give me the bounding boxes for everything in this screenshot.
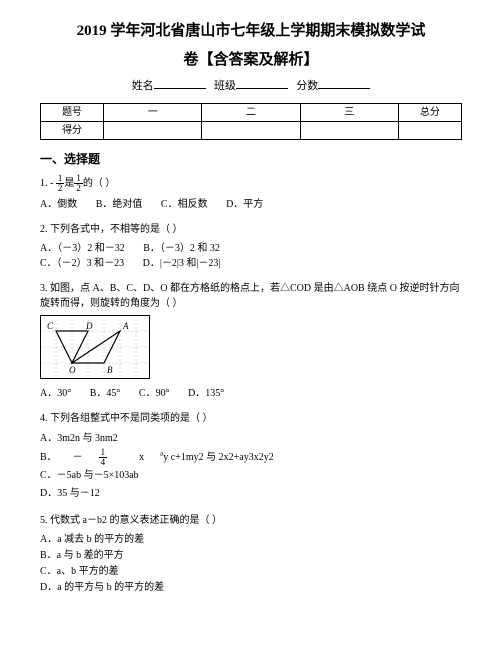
svg-text:D: D xyxy=(85,321,93,331)
table-row: 得分 xyxy=(41,121,462,139)
q2-opt-b: B．（－3）2 和 32 xyxy=(143,243,220,254)
q3-opt-a: A．30° xyxy=(40,388,71,399)
q1-stem: 1. - 12是12的（ ） xyxy=(40,174,462,193)
th-3: 三 xyxy=(300,103,398,121)
q1-opt-b: B．绝对值 xyxy=(96,199,143,210)
q4b-post: y c+1my2 与 2x2+ay3x2y2 xyxy=(163,452,273,463)
q1-text-c: 的（ ） xyxy=(83,177,116,188)
td-3[interactable] xyxy=(300,121,398,139)
title-line-1: 2019 学年河北省唐山市七年级上学期期末模拟数学试 xyxy=(40,20,462,43)
q5-opts: A．a 减去 b 的平方的差 B．a 与 b 差的平方 C．a、b 平方的差 D… xyxy=(40,532,462,596)
name-label: 姓名 xyxy=(132,80,154,92)
info-line: 姓名 班级 分数 xyxy=(40,77,462,95)
th-total: 总分 xyxy=(398,103,461,121)
q2-opt-c: C．（－2）3 和－23 xyxy=(40,258,124,269)
svg-text:B: B xyxy=(107,365,113,375)
q4-opt-a: A．3m2n 与 3nm2 xyxy=(40,433,118,444)
q3-opt-d: D．135° xyxy=(188,388,224,399)
q2-opt-d: D．|－2|3 和|－23| xyxy=(143,258,221,269)
q1-text-b: 是 xyxy=(64,177,74,188)
td-1[interactable] xyxy=(104,121,202,139)
score-blank[interactable] xyxy=(318,77,370,89)
th-2: 二 xyxy=(202,103,300,121)
name-blank[interactable] xyxy=(154,77,206,89)
th-num: 题号 xyxy=(41,103,104,121)
class-label: 班级 xyxy=(214,80,236,92)
table-row: 题号 一 二 三 总分 xyxy=(41,103,462,121)
q2-opts: A．（－3）2 和－32 B．（－3）2 和 32 C．（－2）3 和－23 D… xyxy=(40,241,462,271)
score-table: 题号 一 二 三 总分 得分 xyxy=(40,103,462,140)
q3-opts: A．30° B．45° C．90° D．135° xyxy=(40,386,462,401)
q1-text-a: 1. - xyxy=(40,177,56,188)
frac-icon: 14 xyxy=(99,448,124,467)
q5-opt-c: C．a、b 平方的差 xyxy=(40,566,119,577)
q2-opt-a: A．（－3）2 和－32 xyxy=(40,243,125,254)
q4-opts: A．3m2n 与 3nm2 B．－14xay c+1my2 与 2x2+ay3x… xyxy=(40,430,462,504)
q3-opt-b: B．45° xyxy=(90,388,121,399)
svg-text:O: O xyxy=(69,365,76,375)
q5-opt-b: B．a 与 b 差的平方 xyxy=(40,550,124,561)
q4-opt-b: B．－14xay c+1my2 与 2x2+ay3x2y2 xyxy=(40,452,290,463)
q4-opt-c: C．－5ab 与－5×103ab xyxy=(40,470,139,481)
q2-stem: 2. 下列各式中，不相等的是（ ） xyxy=(40,222,462,237)
q4b-neg: － xyxy=(73,452,83,463)
q1-opt-d: D．平方 xyxy=(226,199,263,210)
td-total[interactable] xyxy=(398,121,461,139)
q4-opt-d: D．35 与－12 xyxy=(40,488,100,499)
q3-opt-c: C．90° xyxy=(139,388,170,399)
score-label: 分数 xyxy=(296,80,318,92)
section-1-head: 一、选择题 xyxy=(40,150,462,168)
q3-diagram: O A B C D xyxy=(40,315,462,384)
q5-stem: 5. 代数式 a－b2 的意义表述正确的是（ ） xyxy=(40,513,462,528)
q4b-mid: x xyxy=(139,452,144,463)
svg-text:A: A xyxy=(122,321,129,331)
class-blank[interactable] xyxy=(236,77,288,89)
title-line-2: 卷【含答案及解析】 xyxy=(40,49,462,72)
q4-stem: 4. 下列各组整式中不是同类项的是（ ） xyxy=(40,411,462,426)
th-1: 一 xyxy=(104,103,202,121)
q3-stem: 3. 如图，点 A、B、C、D、O 都在方格纸的格点上，若△COD 是由△AOB… xyxy=(40,281,462,311)
q1-opts: A．倒数 B．绝对值 C．相反数 D．平方 xyxy=(40,197,462,212)
q5-opt-a: A．a 减去 b 的平方的差 xyxy=(40,534,144,545)
q1-opt-c: C．相反数 xyxy=(161,199,208,210)
svg-text:C: C xyxy=(47,321,54,331)
grid-diagram-icon: O A B C D xyxy=(40,315,150,379)
q4b-pre: B． xyxy=(40,452,57,463)
td-2[interactable] xyxy=(202,121,300,139)
q5-opt-d: D．a 的平方与 b 的平方的差 xyxy=(40,582,164,593)
frac-icon: 12 xyxy=(74,174,83,193)
q1-opt-a: A．倒数 xyxy=(40,199,77,210)
td-label: 得分 xyxy=(41,121,104,139)
